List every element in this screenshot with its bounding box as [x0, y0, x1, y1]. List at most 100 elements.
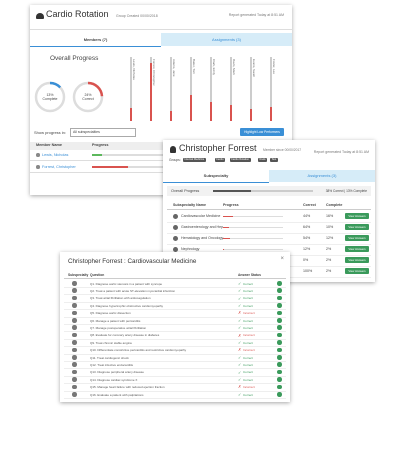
table-header: Complete: [326, 203, 343, 207]
tab[interactable]: Members (7): [30, 33, 161, 47]
status-icon: ✗: [238, 310, 242, 316]
progress-track: [223, 248, 283, 250]
progress-track: [92, 154, 172, 156]
question[interactable]: Q3. Treat atrial fibrillation with antic…: [90, 296, 151, 301]
correct: 64%: [303, 225, 311, 229]
question[interactable]: Q15. Manage heart failure with reduced e…: [90, 385, 165, 390]
status: Correct: [243, 281, 253, 286]
gauge-arc: [72, 81, 104, 113]
question[interactable]: Q12. Treat infective endocarditis: [90, 362, 134, 367]
group-panel: Cardio Rotation Group Created 00/00/2018 R…: [30, 5, 292, 195]
progress-track: [223, 226, 283, 228]
status-icon: ✓: [238, 288, 242, 294]
question[interactable]: Q16. Evaluate a patient with palpitation…: [90, 392, 144, 397]
progress-track: [92, 166, 172, 168]
status-icon: ✓: [238, 362, 242, 368]
question[interactable]: Q14. Diagnose cardiac syndrome X: [90, 377, 138, 382]
question[interactable]: Q6. Manage a patient with pericarditis: [90, 318, 141, 323]
overall-track: [213, 190, 313, 192]
view-answers-button[interactable]: View Answers: [345, 235, 369, 241]
row-icon: [72, 281, 77, 286]
row-icon: [72, 384, 77, 390]
row-icon: [72, 325, 77, 330]
status: Correct: [243, 377, 253, 382]
chart-bar: [250, 109, 252, 121]
question[interactable]: Q11. Treat cardiogenic shock: [90, 355, 129, 360]
progress-bar: [92, 166, 128, 168]
filter-select[interactable]: All subspecialties: [70, 128, 136, 137]
row-divider: [64, 287, 286, 288]
group-pill[interactable]: Rads: [258, 157, 268, 162]
highlight-button[interactable]: Highlight Low Performers: [240, 128, 284, 136]
row-divider: [30, 160, 292, 161]
progress-bar: [223, 215, 233, 217]
status: Correct: [243, 392, 253, 397]
question[interactable]: Q10. Differentiate constrictive pericard…: [90, 348, 187, 353]
status-icon: ✓: [238, 280, 242, 286]
tab[interactable]: Assignments (3): [269, 170, 375, 182]
question[interactable]: Q1. Diagnose aortic stenosis in a patien…: [90, 281, 163, 286]
chart-label: Davis, Mark: [232, 59, 236, 75]
table-header: Question: [90, 273, 105, 277]
member-name[interactable]: Forrest, Christopher: [42, 164, 76, 169]
status-dot: [277, 377, 282, 382]
question[interactable]: Q7. Manage postoperative atrial fibrilla…: [90, 325, 147, 330]
question[interactable]: Q8. Evaluate for coronary artery disease…: [90, 333, 160, 338]
group-pill[interactable]: Cardio: [214, 157, 226, 162]
tab[interactable]: Assignments (3): [161, 33, 292, 46]
subspecialty-name: Gastroenterology and Hep...: [181, 225, 227, 229]
chart-bar: [150, 63, 152, 121]
row-divider: [64, 301, 286, 303]
chart-label: Evans, Sarah: [252, 59, 256, 78]
correct: 100%: [303, 269, 313, 273]
group-title: Cardio Rotation: [46, 9, 109, 19]
status-icon: ✓: [238, 391, 242, 397]
status-dot: [277, 332, 282, 338]
table-header-bg: [30, 142, 292, 150]
group-pill[interactable]: Internal Medicine: [183, 157, 206, 162]
table-header: Answer Status: [238, 273, 261, 277]
member-name[interactable]: Lewis, Nicholas: [42, 152, 69, 157]
chart-label: Lewis, Nicholas: [132, 59, 136, 80]
status-icon: ✓: [238, 376, 242, 382]
close-button[interactable]: ×: [280, 256, 284, 262]
header-divider: [64, 278, 286, 279]
correct: 44%: [303, 214, 311, 218]
question[interactable]: Q13. Diagnose peripheral artery disease: [90, 370, 144, 375]
overall-text: 38% Correct | 13% Complete: [325, 189, 367, 193]
question[interactable]: Q5. Diagnose aortic dissection: [90, 311, 131, 316]
question[interactable]: Q9. Treat chronic stable angina: [90, 340, 132, 345]
group-pill[interactable]: Cardio Rotation: [229, 157, 251, 162]
view-answers-button[interactable]: View Answers: [345, 268, 369, 274]
filter-label: Show progress in:: [34, 130, 67, 135]
question[interactable]: Q2. Treat a patient with acute ST-elevat…: [90, 288, 176, 293]
row-divider: [30, 172, 292, 173]
status: Incorrect: [243, 348, 255, 353]
status-dot: [277, 288, 282, 293]
view-answers-button[interactable]: View Answers: [345, 257, 369, 263]
chart-track: [170, 57, 172, 121]
progress-bar: [92, 154, 102, 156]
status: Incorrect: [243, 333, 255, 338]
chart-track: [210, 57, 212, 121]
row-icon: [72, 392, 77, 397]
question[interactable]: Q4. Diagnose hypertrophic obstructive ca…: [90, 303, 164, 308]
status-icon: ✓: [238, 317, 242, 323]
header-divider: [167, 209, 371, 210]
view-answers-button[interactable]: View Answers: [345, 213, 369, 219]
view-answers-button[interactable]: View Answers: [345, 224, 369, 230]
chart-bar: [190, 95, 192, 121]
view-answers-button[interactable]: View Answers: [345, 246, 369, 252]
status-icon: ✓: [238, 354, 242, 360]
chart-track: [230, 57, 232, 121]
row-divider: [64, 390, 286, 392]
row-divider: [64, 353, 286, 355]
row-icon: [72, 355, 77, 360]
chart-label: Forrest, Christopher: [152, 59, 156, 86]
group-pill[interactable]: Test: [270, 157, 278, 162]
status-dot: [277, 347, 282, 353]
chart-bar: [270, 106, 272, 121]
row-divider: [64, 338, 286, 340]
tab[interactable]: Subspecialty: [163, 170, 269, 183]
